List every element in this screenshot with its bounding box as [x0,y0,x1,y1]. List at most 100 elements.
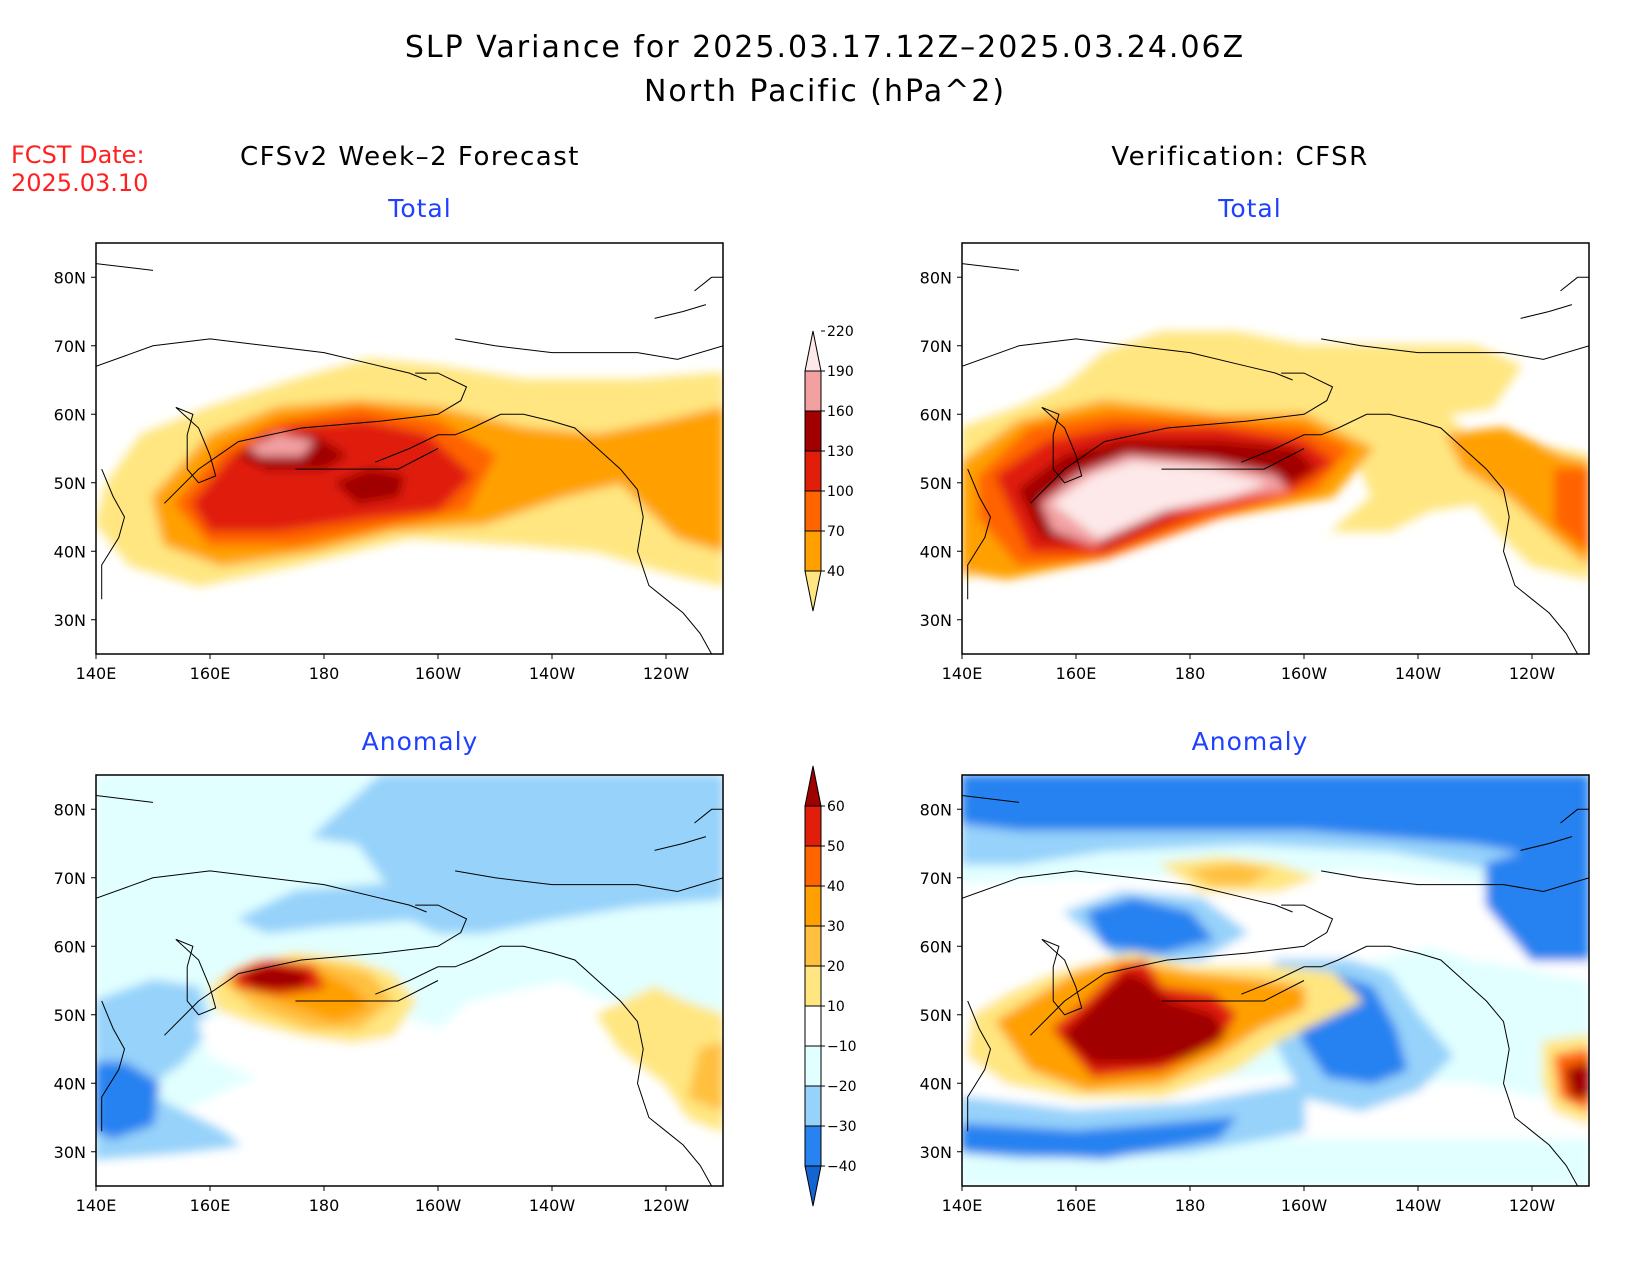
coastline [96,795,154,803]
colorbar-segment [804,490,822,532]
lat-tick-label: 40N [54,1074,86,1093]
colorbar-min-arrow [804,1165,822,1207]
lon-tick-label: 140W [529,664,576,683]
colorbar-tick-label: −10 [827,1039,857,1055]
panel-subtitle-fcst-anomaly: Anomaly [361,727,479,756]
colorbar-tick-label: 40 [827,879,845,895]
coastline [967,1000,992,1132]
coastline [164,372,468,504]
colorbar-tick-label: 30 [827,919,845,935]
colorbar-tick-label: 50 [827,839,845,855]
lon-tick-label: 180 [309,1196,340,1215]
coastline [694,276,723,292]
left-column-header: CFSv2 Week–2 Forecast [240,142,580,172]
colorbar-segment [804,885,822,927]
lat-tick-label: 50N [920,1006,952,1025]
coastline [1241,945,1579,1186]
coastline [164,904,468,1036]
coastline [101,468,126,600]
colorbar-tick-label: 160 [827,404,854,420]
lon-tick-label: 140E [76,1196,117,1215]
coastline [1041,938,1083,1016]
lon-tick-label: 160E [1056,1196,1097,1215]
colorbar-tick-label: 220 [827,324,854,340]
chart-title-line1: SLP Variance for 2025.03.17.12Z–2025.03.… [404,30,1246,65]
lat-tick-label: 40N [920,542,952,561]
colorbar-tick-label: 10 [827,999,845,1015]
forecast-date-label: FCST Date: [11,141,145,169]
coastline [654,836,707,851]
shaded-region [687,1041,723,1112]
lat-tick-label: 40N [920,1074,952,1093]
colorbar-segment [804,530,822,572]
coastline [1321,870,1589,893]
panel-subtitle-verif-total: Total [1218,194,1282,223]
lon-tick-label: 180 [309,664,340,683]
map-field-fcst-total [96,243,723,654]
map-frame-verif-anomaly [961,774,1590,1187]
lat-tick-label: 30N [54,611,86,630]
lat-tick-label: 70N [920,337,952,356]
coastline [1161,980,1305,1002]
coastline [375,413,713,654]
colorbar-tick-label: 130 [827,444,854,460]
shaded-region [1485,849,1589,961]
coastline [1241,413,1579,654]
shaded-region [1565,1061,1589,1098]
colorbar-segment [804,805,822,847]
colorbar-segment [804,370,822,412]
lon-tick-label: 140E [76,664,117,683]
lat-tick-label: 60N [54,937,86,956]
lat-tick-label: 60N [54,405,86,424]
coastline [1560,808,1589,824]
lon-tick-label: 140E [942,1196,983,1215]
coastline-fcst-anomaly [96,795,723,1186]
lat-tick-label: 80N [54,800,86,819]
map-frame-fcst-anomaly [95,774,724,1187]
colorbar-segment [804,1005,822,1047]
coastline [962,263,1020,271]
coastline [1520,304,1573,319]
shaded-region [247,433,315,457]
lat-tick-label: 30N [920,611,952,630]
map-frame-fcst-total [95,242,724,655]
coastline [455,338,723,360]
colorbar-tick-label: −40 [827,1159,857,1175]
colorbar-segment [804,845,822,887]
colorbar-tick-label: 100 [827,484,854,500]
lat-tick-label: 80N [54,268,86,287]
right-column-header: Verification: CFSR [1111,142,1369,172]
lon-tick-label: 180 [1175,664,1206,683]
coastline [96,870,427,913]
shaded-region [1553,468,1589,553]
coastline [1560,276,1589,292]
panel-subtitle-verif-anomaly: Anomaly [1191,727,1309,756]
lat-tick-label: 70N [54,337,86,356]
forecast-date-value: 2025.03.10 [11,169,149,197]
shaded-region [962,775,1589,866]
lon-tick-label: 160E [1056,664,1097,683]
colorbar-tick-label: −30 [827,1119,857,1135]
shaded-region [962,1116,1238,1160]
lon-tick-label: 160W [1281,1196,1328,1215]
colorbar-segment [804,410,822,452]
coastline [375,945,713,1186]
coastline-fcst-total [96,263,723,654]
colorbar-anomaly: −40 −30 −20 −10 10 20 30 40 50 60 [804,765,857,1207]
lon-tick-label: 120W [643,664,690,683]
colorbar-tick-label: 70 [827,524,845,540]
lat-tick-label: 50N [54,1006,86,1025]
coastline [96,338,427,381]
coastline [962,795,1020,803]
lat-tick-label: 80N [920,800,952,819]
lon-tick-label: 120W [1509,664,1556,683]
lat-tick-label: 70N [920,869,952,888]
coastline [295,980,439,1002]
coastline [1161,448,1305,470]
colorbar-segment [804,1085,822,1127]
colorbar-tick-label: 20 [827,959,845,975]
lon-tick-label: 160E [190,1196,231,1215]
shaded-region [1187,862,1273,886]
coastline [1030,372,1334,504]
coastline [694,808,723,824]
